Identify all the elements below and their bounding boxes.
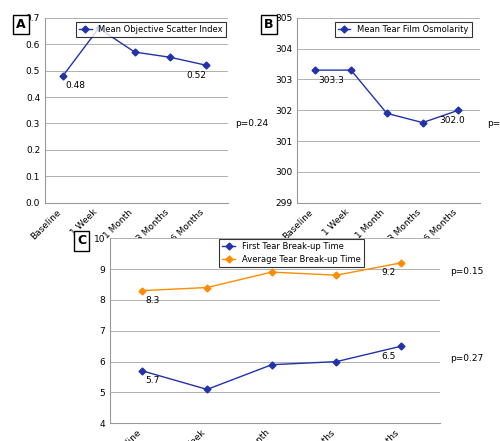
Text: A: A [16,18,26,30]
Text: p=0.24: p=0.24 [235,119,268,128]
Text: 0.52: 0.52 [187,71,207,80]
Text: B: B [264,18,274,30]
Text: p=0.27: p=0.27 [450,354,483,363]
Text: 8.3: 8.3 [145,296,160,305]
Text: p=0.51: p=0.51 [488,119,500,128]
Text: 6.5: 6.5 [382,351,396,361]
Text: C: C [77,235,86,247]
Legend: Mean Objective Scatter Index: Mean Objective Scatter Index [76,22,226,37]
Text: 5.7: 5.7 [145,376,160,385]
Legend: First Tear Break-up Time, Average Tear Break-up Time: First Tear Break-up Time, Average Tear B… [219,239,364,267]
Text: 9.2: 9.2 [382,268,396,277]
Legend: Mean Tear Film Osmolarity: Mean Tear Film Osmolarity [334,22,472,37]
Text: p=0.15: p=0.15 [450,267,484,276]
Text: 0.48: 0.48 [66,81,86,90]
Text: 303.3: 303.3 [318,75,344,85]
Text: 302.0: 302.0 [439,116,465,125]
